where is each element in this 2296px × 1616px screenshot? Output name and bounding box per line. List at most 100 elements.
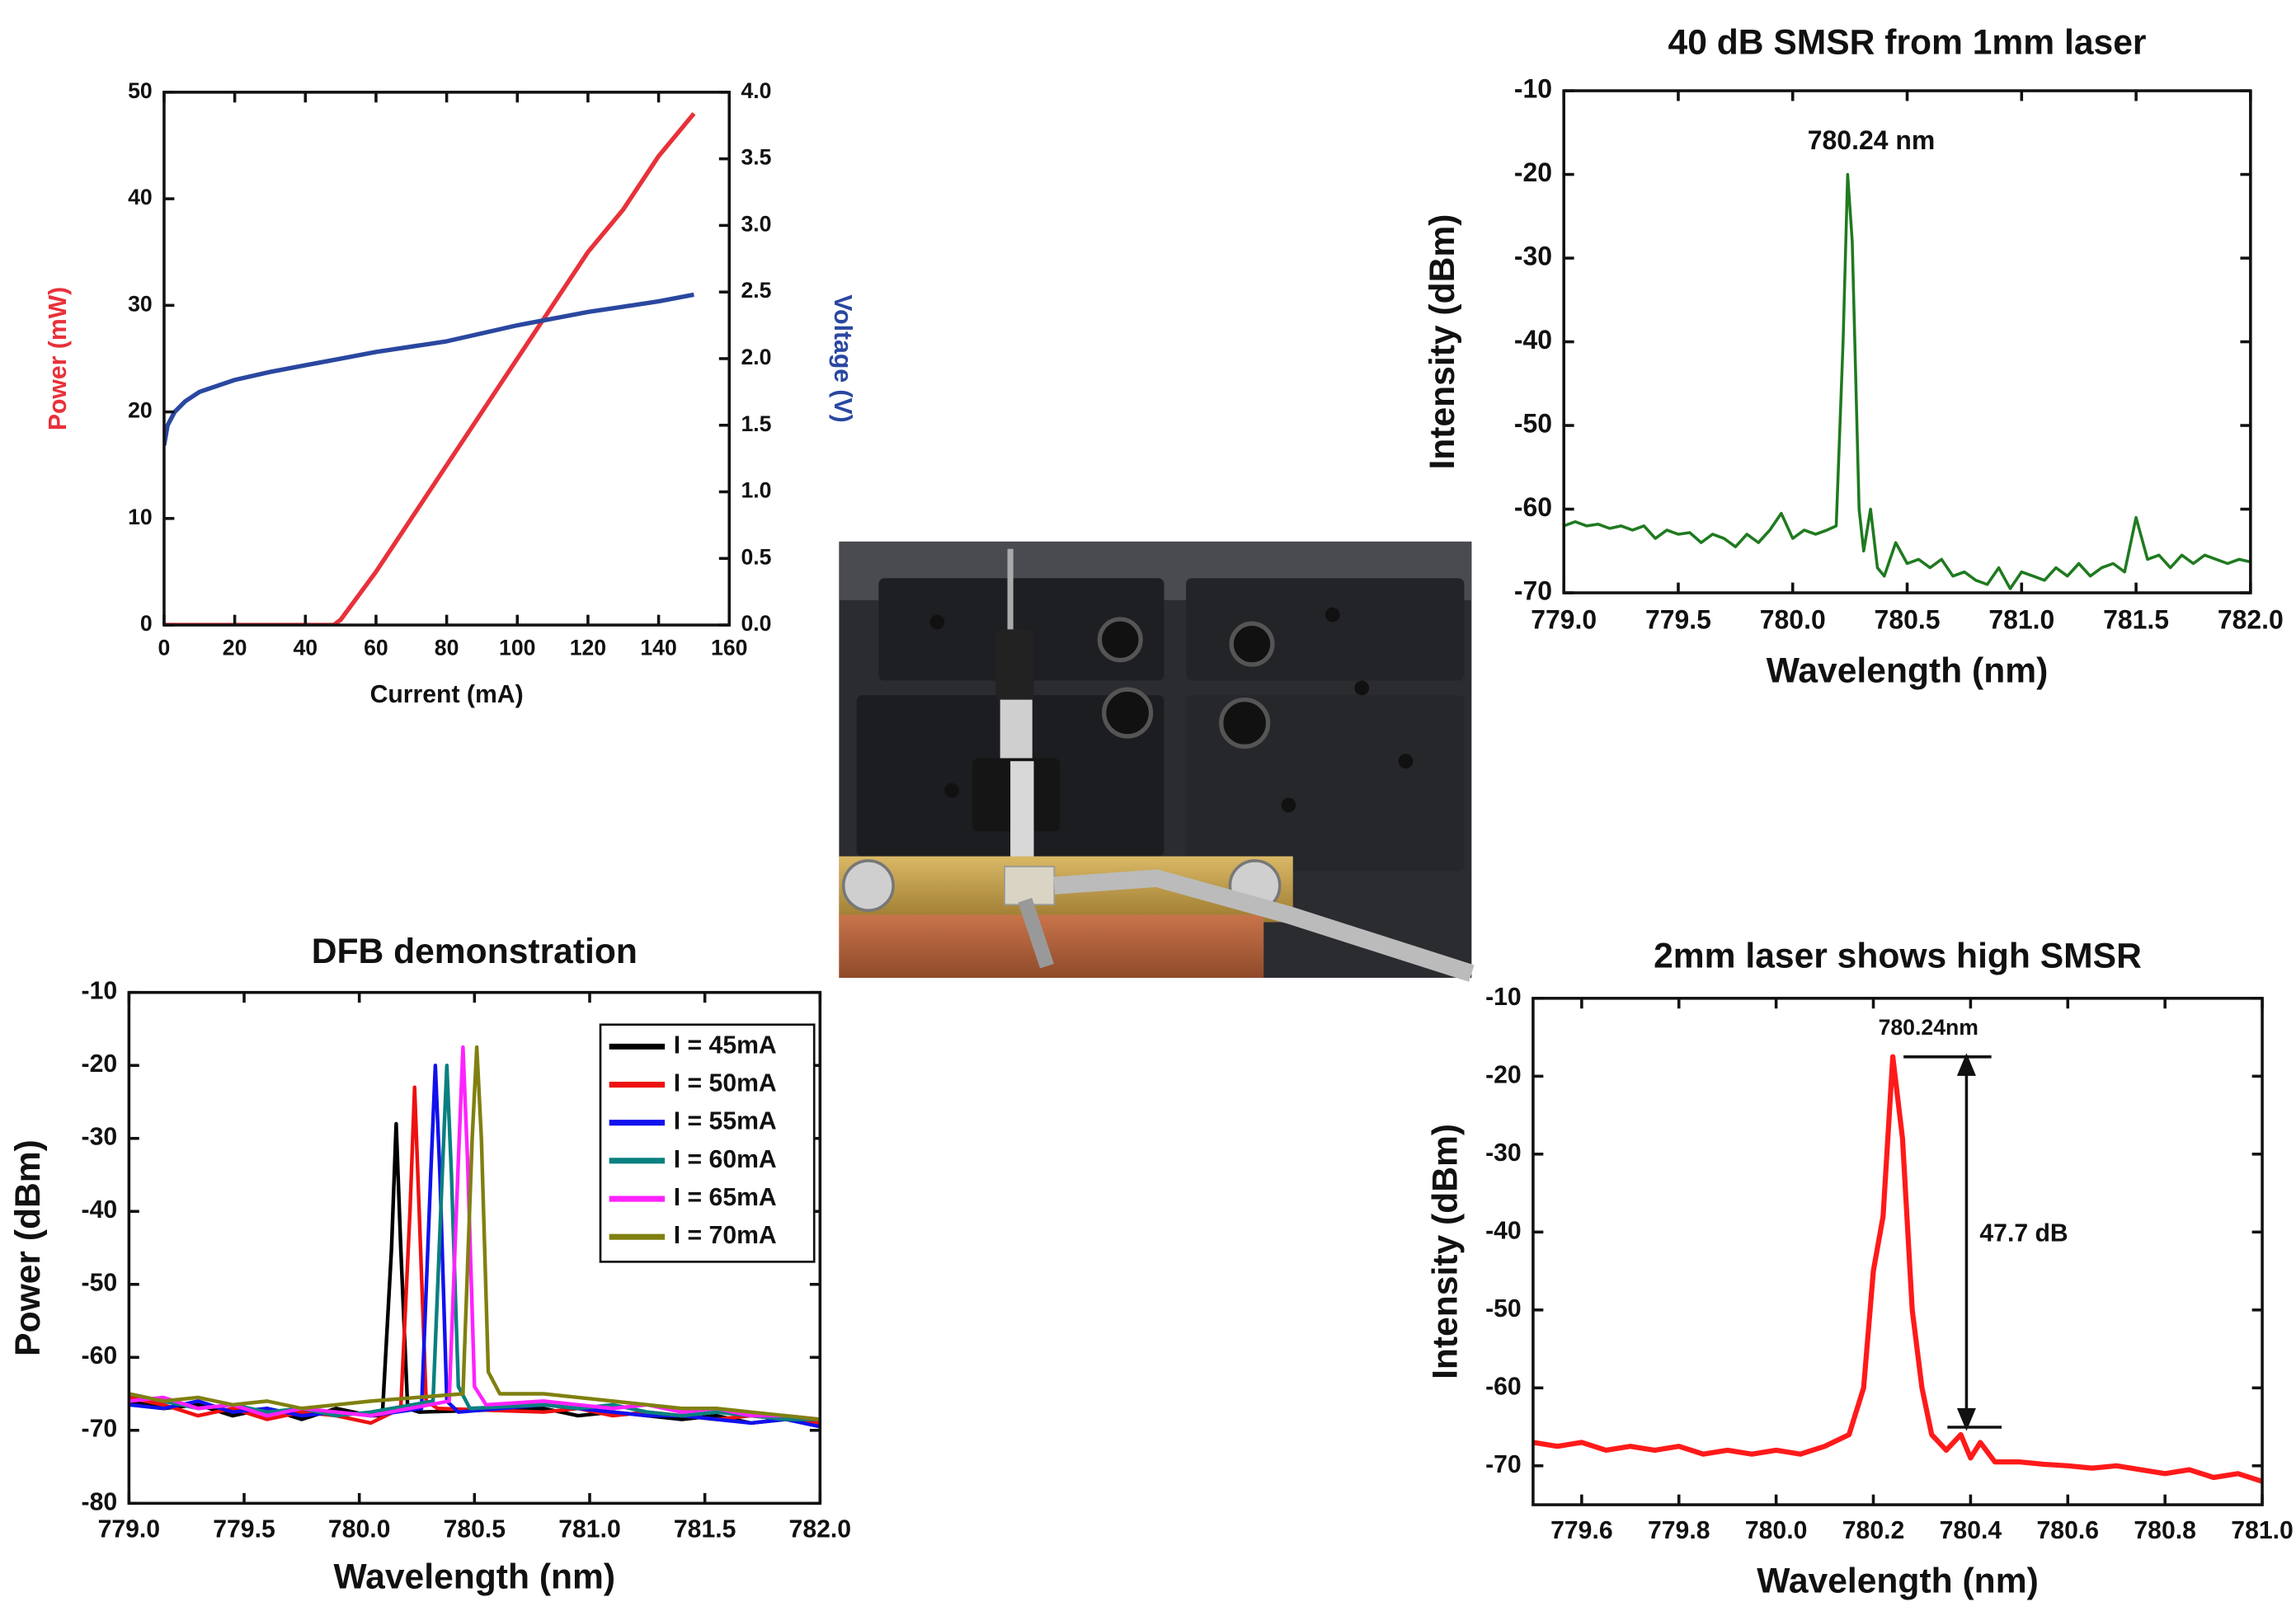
y-tick-label: -70 [1514,575,1552,605]
y2-tick-label: 4.0 [741,78,771,103]
y-tick-label: -80 [82,1488,118,1515]
y2-tick-label: 2.5 [741,278,771,303]
y-tick-label: -60 [82,1342,118,1369]
y-axis-label: Power (mW) [45,287,72,430]
x-tick-label: 0 [158,635,171,660]
plot-frame [162,91,732,627]
x-axis-label: Wavelength (nm) [1757,1562,2039,1601]
y-tick-label: -30 [82,1124,118,1151]
x-tick-label: 779.8 [1648,1517,1710,1544]
x-tick-label: 780.0 [328,1515,391,1543]
x-tick-label: 20 [223,635,247,660]
x-tick-label: 780.0 [1760,605,1826,635]
legend-label: I = 60mA [674,1146,777,1173]
y-tick-label: -70 [82,1416,118,1443]
legend-label: I = 50mA [674,1070,777,1097]
x-tick-label: 781.0 [558,1515,621,1543]
y-tick-label: -60 [1514,492,1552,522]
y-tick-label: -40 [82,1196,118,1224]
x-tick-label: 780.5 [444,1515,506,1543]
x-tick-label: 779.0 [1531,605,1597,635]
y-tick-label: -60 [1485,1373,1522,1400]
x-axis-label: Wavelength (nm) [1767,651,2049,690]
series-line [129,1045,821,1421]
y2-axis-label: Voltage (V) [829,294,856,422]
x-tick-label: 780.5 [1875,605,1941,635]
y-tick-label: -70 [1485,1451,1522,1478]
series-line [163,111,696,626]
x-axis-label: Wavelength (nm) [334,1557,616,1596]
x-tick-label: 781.0 [1988,605,2054,635]
series-line [129,1063,821,1421]
y-axis-label: Power (dBm) [8,1139,48,1356]
x-tick-label: 40 [293,635,318,660]
x-tick-label: 780.6 [2037,1517,2100,1544]
annotation: 47.7 dB [1979,1220,2068,1247]
series-line [1564,172,2251,590]
y2-tick-label: 1.0 [741,478,771,503]
y-tick-label: 50 [128,78,153,103]
x-tick-label: 781.0 [2231,1517,2294,1544]
legend-label: I = 55mA [674,1108,777,1135]
x-tick-label: 120 [570,635,606,660]
series-line [129,1045,821,1421]
chart-title: 40 dB SMSR from 1mm laser [1668,23,2147,63]
y-tick-label: 30 [128,291,153,316]
x-tick-label: 60 [364,635,388,660]
x-tick-label: 779.6 [1550,1517,1613,1544]
legend-box [599,1023,816,1263]
y2-tick-label: 3.0 [741,211,771,236]
chart-title: 2mm laser shows high SMSR [1654,937,2142,976]
x-tick-label: 160 [711,635,747,660]
x-tick-label: 780.8 [2134,1517,2196,1544]
series-line [163,292,694,446]
legend-label: I = 70mA [674,1222,777,1249]
y-tick-label: -20 [1485,1061,1522,1088]
y-tick-label: 20 [128,398,153,423]
y-tick-label: -10 [1485,984,1522,1011]
y-tick-label: 0 [140,611,153,636]
y-tick-label: -10 [82,978,118,1005]
x-tick-label: 782.0 [2218,605,2284,635]
y-tick-label: -30 [1485,1139,1522,1167]
annotation: 780.24nm [1879,1015,1978,1040]
y2-tick-label: 1.5 [741,411,771,436]
y-axis-label: Intensity (dBm) [1426,1124,1466,1379]
y-tick-label: 40 [128,185,153,209]
plot-frame [1562,89,2252,594]
series-line [1532,1054,2263,1484]
x-tick-label: 140 [640,635,676,660]
x-tick-label: 781.5 [674,1515,736,1543]
y2-tick-label: 3.5 [741,145,771,170]
y2-tick-label: 0.5 [741,544,771,569]
x-tick-label: 100 [499,635,535,660]
y-tick-label: -50 [82,1270,118,1297]
y-tick-label: -50 [1514,408,1552,438]
y-tick-label: -50 [1485,1295,1522,1322]
plot-frame [1531,997,2264,1506]
x-tick-label: 779.5 [213,1515,275,1543]
x-tick-label: 80 [435,635,459,660]
legend-label: I = 65mA [674,1184,777,1211]
y-tick-label: -20 [1514,157,1552,187]
x-tick-label: 782.0 [789,1515,852,1543]
y2-tick-label: 0.0 [741,611,771,636]
x-tick-label: 780.2 [1842,1517,1905,1544]
legend-label: I = 45mA [674,1031,777,1059]
y-tick-label: -40 [1514,325,1552,355]
x-tick-label: 779.5 [1645,605,1711,635]
y-tick-label: -20 [82,1050,118,1078]
y-tick-label: 10 [128,505,153,529]
chart-title: DFB demonstration [312,932,638,971]
y2-tick-label: 2.0 [741,345,771,369]
measure-marker [1956,1407,1976,1431]
y-axis-label: Intensity (dBm) [1423,214,1462,470]
photo [839,541,1475,982]
y-tick-label: -40 [1485,1217,1522,1244]
x-tick-label: 781.5 [2103,605,2169,635]
y-tick-label: -30 [1514,241,1552,270]
x-tick-label: 779.0 [98,1515,161,1543]
x-axis-label: Current (mA) [370,681,524,708]
